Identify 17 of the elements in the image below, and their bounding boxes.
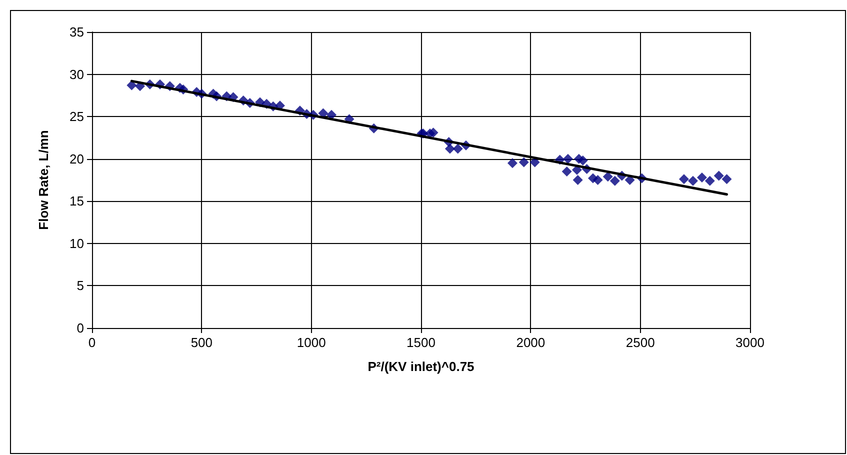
y-tick-label: 15 bbox=[70, 194, 84, 209]
x-tick-label: 0 bbox=[88, 335, 96, 350]
y-tick-label: 35 bbox=[70, 24, 84, 40]
y-tick-label: 30 bbox=[70, 66, 84, 82]
x-tick-label: 3000 bbox=[736, 335, 764, 350]
y-tick-label: 25 bbox=[70, 109, 84, 124]
y-tick-label: 10 bbox=[70, 236, 84, 251]
y-tick-label: 0 bbox=[76, 320, 84, 336]
x-tick-label: 2000 bbox=[516, 335, 546, 350]
x-axis-title: P²/(KV inlet)^0.75 bbox=[368, 359, 474, 374]
x-tick-label: 2500 bbox=[626, 335, 655, 350]
x-tick-label: 1000 bbox=[296, 335, 326, 350]
x-tick-label: 1500 bbox=[406, 335, 436, 350]
x-tick-label: 500 bbox=[190, 335, 213, 350]
y-tick-label: 5 bbox=[76, 278, 84, 294]
y-tick-label: 20 bbox=[70, 151, 84, 166]
y-axis-title: Flow Rate, L/mn bbox=[36, 130, 51, 230]
